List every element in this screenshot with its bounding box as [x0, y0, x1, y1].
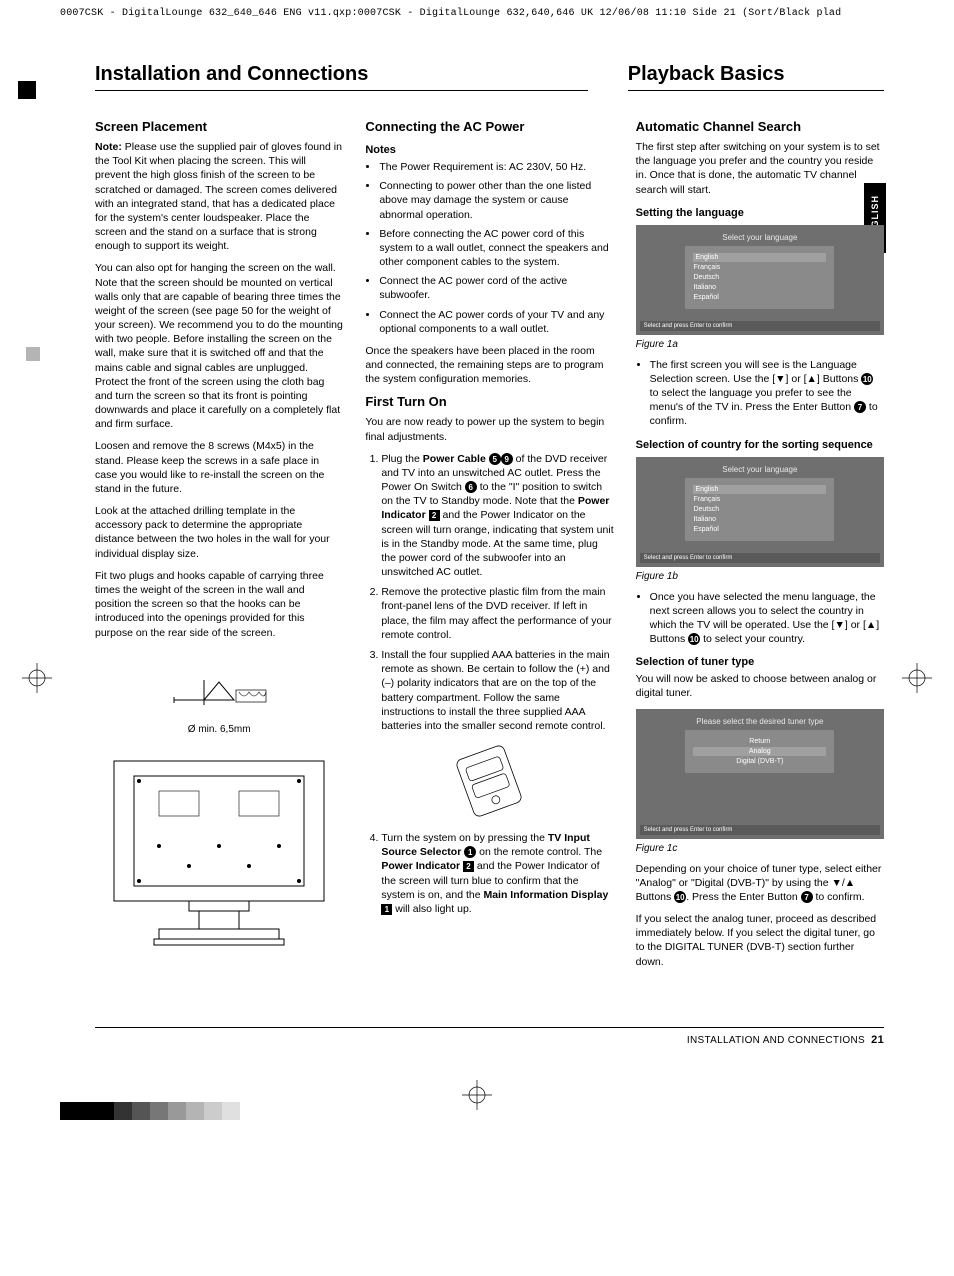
heading-playback: Playback Basics [628, 63, 884, 91]
main-headings: Installation and Connections Playback Ba… [95, 63, 884, 91]
h-auto-search: Automatic Channel Search [636, 119, 884, 134]
heading-installation: Installation and Connections [95, 63, 588, 91]
fig1a-title: Select your language [644, 233, 876, 242]
step-3: Install the four supplied AAA batteries … [381, 648, 613, 733]
p-ready: You are now ready to power up the system… [365, 415, 613, 443]
h-tuner-type: Selection of tuner type [636, 656, 884, 668]
country-bullet-item: Once you have selected the menu language… [650, 590, 884, 647]
colorbar-swatch [222, 1102, 240, 1120]
colorbar-swatch [132, 1102, 150, 1120]
h-set-language: Setting the language [636, 207, 884, 219]
p-depending: Depending on your choice of tuner type, … [636, 862, 884, 905]
fig1a-footer: Select and press Enter to confirm [640, 321, 880, 331]
h-screen-placement: Screen Placement [95, 119, 343, 134]
note-gloves: Note: Please use the supplied pair of gl… [95, 140, 343, 253]
fig1c-footer: Select and press Enter to confirm [640, 825, 880, 835]
registration-mark-bottom [462, 1080, 492, 1110]
page-footer: INSTALLATION AND CONNECTIONS 21 [95, 1027, 884, 1046]
p-if-analog: If you select the analog tuner, proceed … [636, 912, 884, 969]
column-1: Screen Placement Note: Please use the su… [95, 111, 343, 977]
p-wall-mount: You can also opt for hanging the screen … [95, 261, 343, 431]
ac-notes-list: The Power Requirement is: AC 230V, 50 Hz… [365, 160, 613, 336]
slugline: 0007CSK - DigitalLounge 632_640_646 ENG … [0, 0, 954, 23]
registration-mark-right [902, 663, 932, 693]
registration-mark-left [22, 663, 52, 693]
colorbar-swatch [78, 1102, 96, 1120]
caption-1a: Figure 1a [636, 339, 884, 350]
p-once-speakers: Once the speakers have been placed in th… [365, 344, 613, 387]
colorbar-swatch [114, 1102, 132, 1120]
h-country: Selection of country for the sorting seq… [636, 439, 884, 451]
fig1b-options: English Français Deutsch Italiano Españo… [685, 478, 834, 541]
fig1c-title: Please select the desired tuner type [644, 717, 876, 726]
lang-bullet: The first screen you will see is the Lan… [636, 358, 884, 429]
fig1c-options: Return Analog Digital (DVB-T) [685, 730, 834, 773]
fig1b-footer: Select and press Enter to confirm [640, 553, 880, 563]
ac-note-3: Before connecting the AC power cord of t… [379, 227, 613, 270]
p-fit-plugs: Fit two plugs and hooks capable of carry… [95, 569, 343, 640]
caption-1c: Figure 1c [636, 843, 884, 854]
colorbar-swatch [150, 1102, 168, 1120]
registration-grey-sq [26, 347, 40, 361]
columns: Screen Placement Note: Please use the su… [95, 111, 884, 977]
colorbar-swatch [204, 1102, 222, 1120]
country-bullet: Once you have selected the menu language… [636, 590, 884, 647]
drill-diagram [154, 670, 284, 710]
fig1b-title: Select your language [644, 465, 876, 474]
h-notes: Notes [365, 144, 613, 156]
fig1a-options: English Français Deutsch Italiano Españo… [685, 246, 834, 309]
ac-note-2: Connecting to power other than the one l… [379, 179, 613, 222]
step-2: Remove the protective plastic film from … [381, 585, 613, 642]
ac-note-5: Connect the AC power cords of your TV an… [379, 308, 613, 336]
first-turn-on-steps-cont: Turn the system on by pressing the TV In… [365, 831, 613, 916]
column-2: Connecting the AC Power Notes The Power … [365, 111, 613, 977]
step-1: Plug the Power Cable 59 of the DVD recei… [381, 452, 613, 580]
colorbar-swatch [96, 1102, 114, 1120]
colorbar-swatch [186, 1102, 204, 1120]
step-4: Turn the system on by pressing the TV In… [381, 831, 613, 916]
figure-1b: Select your language English Français De… [636, 457, 884, 567]
tv-rear-diagram [95, 751, 343, 951]
ac-note-4: Connect the AC power cord of the active … [379, 274, 613, 302]
figure-1a: Select your language English Français De… [636, 225, 884, 335]
column-3: Automatic Channel Search The first step … [636, 111, 884, 977]
first-turn-on-steps: Plug the Power Cable 59 of the DVD recei… [365, 452, 613, 733]
page-number: 21 [871, 1034, 884, 1046]
h-ac-power: Connecting the AC Power [365, 119, 613, 134]
p-tuner-choice: You will now be asked to choose between … [636, 672, 884, 700]
lang-bullet-item: The first screen you will see is the Lan… [650, 358, 884, 429]
remote-battery-diagram [444, 741, 534, 821]
drill-caption: Ø min. 6,5mm [95, 724, 343, 735]
caption-1b: Figure 1b [636, 571, 884, 582]
colorbar-swatch [60, 1102, 78, 1120]
ac-note-1: The Power Requirement is: AC 230V, 50 Hz… [379, 160, 613, 174]
colorbar-swatch [168, 1102, 186, 1120]
h-first-turn-on: First Turn On [365, 394, 613, 409]
p-drill-template: Look at the attached drilling template i… [95, 504, 343, 561]
p-loosen-screws: Loosen and remove the 8 screws (M4x5) in… [95, 439, 343, 496]
crop-mark-top-left [18, 81, 36, 99]
page-body: ENGLISH Installation and Connections Pla… [0, 23, 954, 1086]
figure-1c: Please select the desired tuner type Ret… [636, 709, 884, 839]
footer-text: INSTALLATION AND CONNECTIONS [687, 1035, 865, 1046]
p-first-step: The first step after switching on your s… [636, 140, 884, 197]
